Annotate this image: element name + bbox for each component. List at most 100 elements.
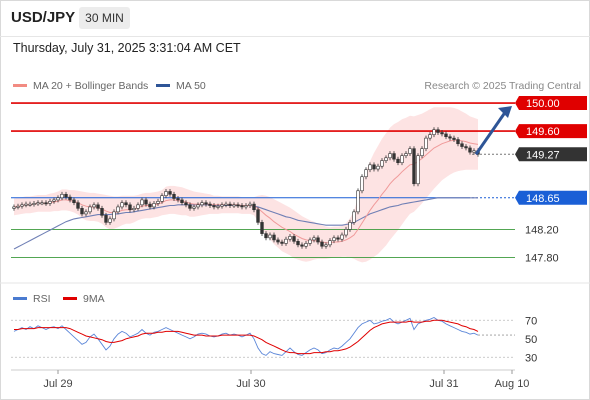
candle: [376, 163, 380, 172]
candle: [368, 162, 372, 173]
candle: [48, 198, 52, 206]
candle: [20, 202, 24, 209]
candle-body: [40, 202, 44, 205]
candle-body: [380, 160, 384, 167]
candle: [240, 203, 244, 210]
candle-body: [324, 244, 328, 247]
legend-rsi-label: RSI: [33, 293, 51, 305]
candle-body: [160, 195, 164, 202]
level-label-149.27: 149.27: [526, 149, 560, 161]
candle-body: [36, 202, 40, 205]
candle-body: [392, 153, 396, 160]
rsi-tick-50: 50: [525, 334, 537, 346]
candle: [204, 200, 208, 207]
candle-body: [200, 202, 204, 206]
candle: [76, 200, 80, 211]
candle: [28, 201, 32, 207]
candle-body: [372, 164, 376, 170]
candle: [64, 191, 68, 200]
candle: [216, 203, 220, 210]
candle: [276, 237, 280, 245]
candle: [460, 141, 464, 150]
candle: [100, 205, 104, 218]
candle: [188, 202, 192, 211]
candle-body: [364, 169, 368, 178]
candle-body: [332, 237, 336, 241]
candle: [356, 188, 360, 215]
candle-body: [376, 165, 380, 170]
legend-ma50-label: MA 50: [176, 80, 206, 92]
legend-ma50: MA 50: [156, 80, 206, 92]
level-tag-bg: [515, 147, 587, 162]
candle: [192, 204, 196, 211]
candle: [120, 200, 124, 210]
level-label-148.20: 148.20: [525, 224, 559, 236]
projection-arrow-shaft: [474, 110, 508, 156]
candle-body: [256, 209, 260, 223]
candle: [96, 202, 100, 211]
candle-body: [152, 203, 156, 208]
candle-body: [440, 132, 444, 135]
candle-body: [412, 148, 416, 185]
candle-body: [420, 148, 424, 156]
legend-9ma-swatch: [63, 296, 77, 300]
candle: [352, 209, 356, 225]
candle: [292, 233, 296, 244]
candle-body: [72, 199, 76, 204]
candle-body: [456, 139, 460, 145]
rsi-tick-30: 30: [525, 352, 537, 364]
candle-body: [80, 208, 84, 215]
candle: [256, 207, 260, 225]
candle: [168, 189, 172, 197]
candle: [312, 235, 316, 243]
research-credit: Research © 2025 Trading Central: [424, 80, 581, 92]
candle: [116, 204, 120, 215]
candle: [288, 233, 292, 242]
candle: [400, 153, 404, 166]
level-label-149.60: 149.60: [526, 126, 560, 138]
candle: [184, 200, 188, 208]
candle-body: [384, 157, 388, 161]
candle-body: [184, 202, 188, 206]
candle: [124, 200, 128, 208]
candle-body: [104, 215, 108, 223]
candle-body: [120, 202, 124, 208]
timeframe-button[interactable]: 30 MIN: [79, 7, 130, 29]
candle-body: [220, 204, 224, 207]
candle: [300, 242, 304, 249]
candle-body: [20, 204, 24, 207]
candle-body: [308, 239, 312, 244]
candle: [228, 201, 232, 208]
candle: [244, 203, 248, 210]
candle-body: [276, 239, 280, 243]
candle-body: [164, 191, 168, 196]
x-tick-label-jul-29: Jul 29: [43, 378, 72, 390]
candle-body: [288, 236, 292, 240]
candle-body: [148, 203, 152, 208]
candle-body: [356, 190, 360, 213]
candle-body: [76, 202, 80, 209]
candle: [196, 202, 200, 210]
candle: [52, 197, 56, 204]
candle-body: [68, 196, 72, 201]
rsi-9ma-line: [14, 319, 479, 355]
candle: [272, 232, 276, 243]
candle: [92, 202, 96, 210]
candle: [208, 201, 212, 208]
candle-body: [272, 234, 276, 241]
candle: [424, 135, 428, 152]
candle-body: [300, 244, 304, 247]
candle-body: [348, 222, 352, 230]
candle-body: [296, 241, 300, 246]
candle-body: [268, 234, 272, 239]
candle-body: [264, 233, 268, 239]
candle: [212, 203, 216, 210]
candle-body: [436, 129, 440, 133]
candle: [444, 131, 448, 140]
candle-body: [96, 204, 100, 209]
currency-pair-title: USD/JPY: [11, 9, 76, 26]
candle-body: [100, 208, 104, 216]
candle: [236, 202, 240, 208]
x-tick-label-jul-30: Jul 30: [236, 378, 265, 390]
